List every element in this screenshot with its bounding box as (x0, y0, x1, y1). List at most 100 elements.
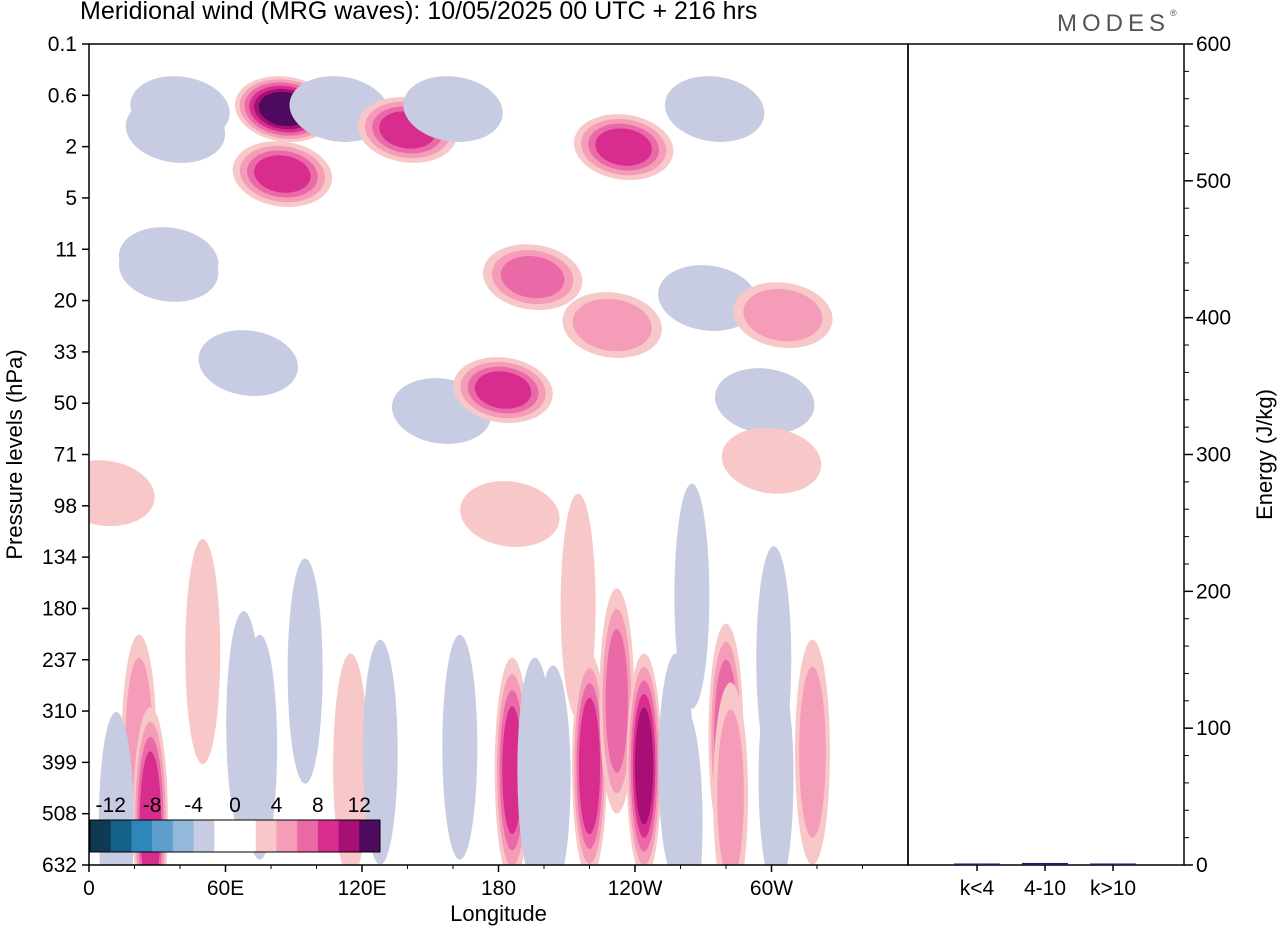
y-tick-label: 237 (42, 649, 77, 672)
colorbar-label: 12 (348, 794, 371, 817)
wave-blob (287, 558, 323, 784)
axes-layer: 0.1 0.6 2 5 11 20 33 50 71 98 134 180 237 310 399 508 63… (2, 33, 1185, 926)
energy-axis-title: Energy (J/kg) (1252, 389, 1277, 520)
y-axis-title: Pressure levels (hPa) (2, 349, 27, 559)
colorbar-label: 0 (229, 794, 241, 817)
energy-bar (1090, 863, 1136, 865)
x-tick-label: 60W (750, 877, 793, 900)
y-tick-label: 71 (54, 444, 77, 467)
heatmap-layer (89, 76, 833, 865)
y-tick-label: 310 (42, 700, 77, 723)
wave-blob (535, 665, 571, 865)
colorbar-swatch (255, 820, 277, 852)
brand-mark: ® (1170, 8, 1177, 18)
wave-blob (758, 665, 794, 865)
colorbar-swatch (193, 820, 215, 852)
wave-blob (667, 709, 703, 865)
brand-logo: MODES® (1057, 8, 1177, 38)
chart-title: Meridional wind (MRG waves): 10/05/2025 … (80, 0, 758, 25)
y-tick-label: 399 (42, 751, 77, 774)
colorbar-swatch (172, 820, 195, 852)
wave-blob (185, 539, 221, 765)
wave-blob (714, 368, 815, 435)
wave-blob (664, 76, 765, 142)
colorbar-swatch (297, 820, 319, 852)
x-tick-label: 120W (608, 877, 663, 900)
wave-blob (572, 298, 652, 352)
brand-name: MODES (1057, 10, 1171, 37)
colorbar-swatch (359, 820, 381, 852)
wave-blob (403, 76, 503, 142)
colorbar-label: 8 (312, 794, 324, 817)
x-axis-title: Longitude (450, 901, 547, 926)
y-tick-label: 2 (65, 136, 77, 159)
wave-blob (595, 128, 652, 166)
energy-tick-label: 300 (1196, 444, 1231, 467)
colorbar: -12 -8 -4 0 4 8 12 (89, 794, 381, 853)
energy-tick-label: 100 (1196, 717, 1231, 740)
wave-blob (474, 371, 532, 409)
y-tick-label: 508 (42, 803, 77, 826)
wave-blob (362, 639, 398, 865)
wave-blob (658, 265, 758, 331)
x-tick-label: 120E (337, 877, 386, 900)
y-tick-label: 180 (42, 597, 77, 620)
wave-blob (635, 707, 654, 825)
wave-blob (743, 289, 823, 342)
energy-category-label: k>10 (1090, 877, 1136, 900)
energy-bar (954, 863, 1000, 865)
colorbar-swatch (110, 820, 132, 852)
x-tick-label: 180 (481, 877, 516, 900)
wave-blob (89, 460, 155, 527)
wave-blob (721, 427, 822, 494)
y-tick-label: 0.6 (48, 84, 77, 107)
wave-blob (502, 706, 523, 835)
wave-blob (500, 256, 565, 299)
bar-panel-frame (907, 43, 1185, 866)
colorbar-swatch (235, 820, 257, 852)
wave-blob (799, 666, 826, 838)
y-tick-label: 632 (42, 854, 77, 877)
colorbar-swatch (131, 820, 153, 852)
wave-blob (442, 634, 478, 860)
colorbar-label: -8 (143, 794, 162, 817)
colorbar-swatch (338, 820, 360, 852)
y-tick-label: 20 (54, 290, 77, 313)
colorbar-frame (89, 819, 381, 853)
x-tick-label: 0 (83, 877, 95, 900)
wave-blob (674, 483, 710, 709)
colorbar-label: 4 (271, 794, 283, 817)
y-tick-label: 0.1 (48, 33, 77, 56)
colorbar-swatch (317, 820, 340, 852)
colorbar-swatch (214, 820, 236, 852)
energy-bar (1022, 862, 1068, 865)
y-tick-label: 98 (54, 495, 77, 518)
energy-tick-label: 0 (1196, 854, 1208, 877)
y-tick-label: 134 (42, 546, 77, 569)
colorbar-label: -12 (96, 794, 126, 817)
wave-blob (198, 330, 298, 396)
wave-blob (578, 697, 601, 835)
energy-tick-label: 200 (1196, 580, 1231, 603)
y-tick-label: 11 (55, 238, 77, 261)
wave-blob (118, 236, 219, 302)
x-tick-label: 60E (207, 877, 244, 900)
y-tick-label: 50 (54, 392, 77, 415)
energy-category-label: 4-10 (1024, 877, 1066, 900)
wave-blob (254, 155, 311, 193)
wave-blob (333, 653, 369, 865)
wave-blob (460, 481, 560, 547)
wave-blob (125, 97, 226, 163)
energy-category-label: k<4 (960, 877, 995, 900)
wave-blob (226, 611, 262, 837)
energy-tick-label: 400 (1196, 307, 1231, 330)
energy-bar-panel: 0 100 200 300 400 500 600 Energy (J/kg) k<4 4-10 k… (954, 33, 1277, 900)
wave-blob (717, 709, 744, 865)
colorbar-swatch (90, 820, 112, 852)
colorbar-label: -4 (184, 794, 203, 817)
y-tick-label: 5 (65, 187, 77, 210)
y-tick-label: 33 (54, 341, 77, 364)
colorbar-swatch (276, 820, 298, 852)
colorbar-swatch (152, 820, 174, 852)
